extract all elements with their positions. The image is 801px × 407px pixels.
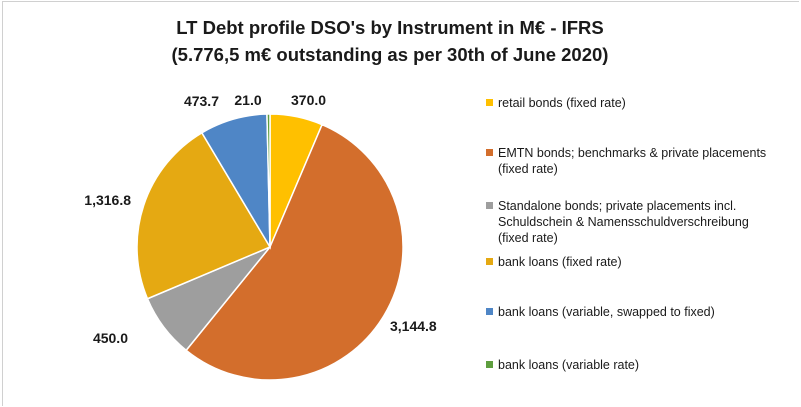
legend-label: EMTN bonds; benchmarks & private placeme… <box>486 145 766 177</box>
pie-slices <box>136 113 404 381</box>
value-label-bank-loans-variable: 21.0 <box>234 92 261 108</box>
legend-label: bank loans (fixed rate) <box>486 254 622 270</box>
value-label-bank-loans-fixed: 1,316.8 <box>84 192 131 208</box>
pie-slice-bank-loans-variable <box>266 113 271 248</box>
legend-label: retail bonds (fixed rate) <box>486 95 626 111</box>
legend-item-standalone-bonds: Standalone bonds; private placements inc… <box>486 198 749 246</box>
legend-label-line: retail bonds (fixed rate) <box>498 96 626 110</box>
value-label-bank-loans-swapped: 473.7 <box>184 93 219 109</box>
legend-swatch <box>486 361 493 368</box>
legend-label-line: Schuldschein & Namensschuldverschreibung <box>498 215 749 229</box>
legend-item-bank-loans-swapped: bank loans (variable, swapped to fixed) <box>486 304 715 320</box>
legend-label-line: Standalone bonds; private placements inc… <box>498 199 737 213</box>
legend-label: Standalone bonds; private placements inc… <box>486 198 749 246</box>
chart-subtitle: (5.776,5 m€ outstanding as per 30th of J… <box>171 44 609 65</box>
legend-label-line: (fixed rate) <box>498 231 558 245</box>
legend-swatch <box>486 258 493 265</box>
value-label-emtn-bonds: 3,144.8 <box>390 318 437 334</box>
value-label-retail-bonds: 370.0 <box>291 92 326 108</box>
pie-slice-bank-loans-fixed <box>136 131 272 300</box>
legend-label-line: bank loans (variable rate) <box>498 358 640 372</box>
pie-value-labels: 370.0 3,144.8 450.0 1,316.8 473.7 21.0 <box>84 92 437 346</box>
legend-swatch <box>486 308 493 315</box>
chart-title: LT Debt profile DSO's by Instrument in M… <box>176 17 604 38</box>
legend-swatch <box>486 202 493 209</box>
legend-item-retail-bonds: retail bonds (fixed rate) <box>486 95 626 111</box>
legend-swatch <box>486 99 493 106</box>
legend-label: bank loans (variable rate) <box>486 357 639 373</box>
legend-item-bank-loans-variable: bank loans (variable rate) <box>486 357 639 373</box>
legend-item-bank-loans-fixed: bank loans (fixed rate) <box>486 254 622 270</box>
value-label-standalone-bonds: 450.0 <box>93 330 128 346</box>
legend-label-line: EMTN bonds; benchmarks & private placeme… <box>498 146 767 160</box>
legend-label-line: bank loans (variable, swapped to fixed) <box>498 305 715 319</box>
legend-label-line: (fixed rate) <box>498 162 558 176</box>
legend-label-line: bank loans (fixed rate) <box>498 255 622 269</box>
legend-swatch <box>486 149 493 156</box>
legend-label: bank loans (variable, swapped to fixed) <box>486 304 715 320</box>
legend-item-emtn-bonds: EMTN bonds; benchmarks & private placeme… <box>486 145 766 177</box>
pie-slice-emtn-bonds <box>185 123 404 381</box>
